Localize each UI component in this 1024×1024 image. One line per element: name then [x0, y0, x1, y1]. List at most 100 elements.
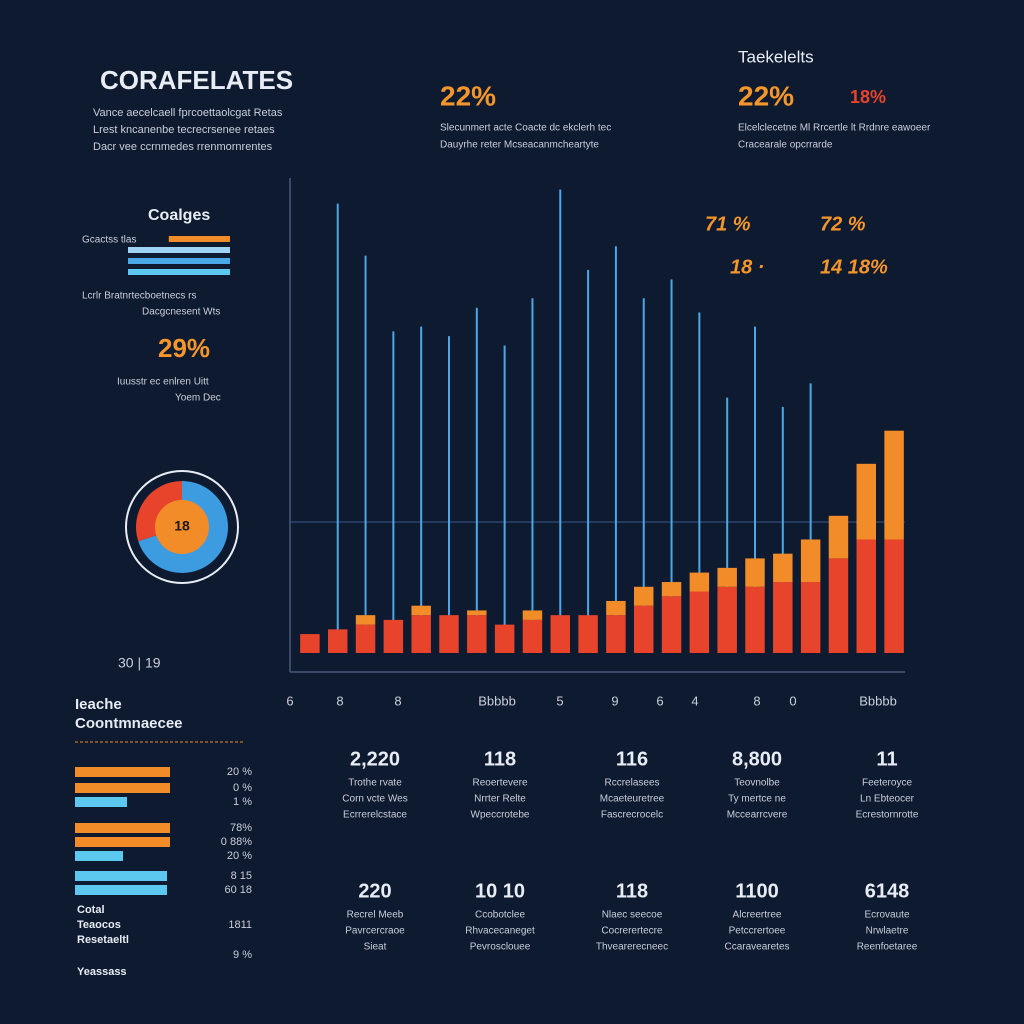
grid-text: Ccaravearetes [724, 942, 789, 953]
donut-label: 18 [174, 518, 190, 534]
panel-bar [75, 837, 170, 847]
stat-text: Cracearale opcrrarde [738, 140, 833, 151]
stat-title: Taekelelts [738, 47, 814, 66]
bar-label: Gcactss tlas [82, 235, 136, 246]
bar-segment [745, 586, 765, 653]
bar-value-label: 0 % [233, 782, 252, 794]
grid-value: 8,800 [732, 748, 782, 770]
grid-text: Teovnolbe [734, 778, 780, 789]
grid-text: Reoertevere [472, 778, 527, 789]
grid-value: 2,220 [350, 748, 400, 770]
grid-text: Rhvacecaneget [465, 926, 535, 937]
grid-text: Pevrosclouee [470, 942, 531, 953]
panel-bar [75, 871, 167, 881]
grid-text: Fascrecrocelc [601, 810, 663, 821]
stat-text: Dauyrhe reter Mcseacanmcheartyte [440, 140, 599, 151]
x-label: 0 [789, 693, 796, 708]
bar-segment [884, 539, 904, 653]
bar-segment [856, 539, 877, 653]
panel-bar [75, 783, 170, 793]
grid-text: Wpeccrotebe [471, 810, 530, 821]
bar-segment [522, 610, 543, 620]
panel-text: Yoem Dec [175, 393, 221, 404]
grid-value: 11 [876, 748, 897, 770]
bar-segment [661, 582, 682, 597]
footer-text: Cotal [77, 904, 105, 916]
annotation: 72 % [820, 213, 866, 235]
grid-text: Nrwlaetre [866, 926, 909, 937]
footer-label: 1811 [228, 919, 252, 931]
grid-text: Rccrelasees [604, 778, 659, 789]
stat-value: 18% [850, 87, 886, 107]
grid-text: Mccearrcvere [727, 810, 788, 821]
panel-bar [128, 258, 230, 264]
grid-text: Pavrcercraoe [345, 926, 405, 937]
bar-segment [411, 615, 431, 653]
bar-segment [606, 600, 626, 616]
bar-segment [300, 634, 320, 653]
bar-segment [578, 615, 598, 653]
grid-value: 6148 [865, 880, 910, 902]
bar-segment [522, 619, 543, 653]
grid-text: Ecrovaute [864, 910, 909, 921]
bar-segment [717, 567, 737, 587]
bar-segment [411, 605, 431, 616]
grid-text: Ty mertce ne [728, 794, 786, 805]
bar-segment [494, 624, 515, 653]
bar-value-label: 1 % [233, 796, 252, 808]
bar-value-label: 8 15 [231, 870, 252, 882]
corner-label: 30 | 19 [118, 655, 161, 671]
grid-text: Recrel Meeb [347, 910, 404, 921]
grid-value: 118 [616, 880, 648, 902]
x-label: 6 [286, 693, 293, 708]
title: CORAFELATES [100, 65, 293, 95]
grid-value: 10 10 [475, 880, 525, 902]
grid-text: Nrrter Relte [474, 794, 526, 805]
grid-value: 1100 [735, 880, 778, 902]
bar-segment [800, 539, 821, 583]
bar-segment [355, 615, 376, 625]
bar-segment [633, 586, 654, 606]
grid-text: Cocrerertecre [601, 926, 663, 937]
footer-text: Resetaeltl [77, 934, 129, 946]
panel-bar [75, 797, 127, 807]
panel-bar [75, 885, 167, 895]
panel-text: Dacgcnesent Wts [142, 307, 220, 318]
grid-text: Ecrestornrotte [856, 810, 919, 821]
grid-text: Trothe rvate [348, 778, 402, 789]
grid-value: 118 [484, 748, 516, 770]
panel-bar [128, 269, 230, 275]
grid-text: Ccobotclee [475, 910, 525, 921]
bar-segment [773, 582, 793, 653]
bar-segment [467, 615, 487, 653]
stat-text: Slecunmert acte Coacte dc ekclerh tec [440, 123, 611, 134]
panel-bar [75, 767, 170, 777]
bar-segment [856, 463, 877, 540]
bar-segment [773, 553, 793, 583]
bar-segment [884, 430, 904, 540]
panel-bar [75, 851, 123, 861]
bar-segment [383, 619, 404, 653]
description: Lrest kncanenbe tecrecrsenee retaes [93, 124, 275, 136]
panel-title: Coalges [148, 207, 210, 224]
stat-text: Elcelclecetne Ml Rrcertle lt Rrdnre eawo… [738, 123, 931, 134]
bar-segment [467, 610, 487, 616]
bar-segment [355, 624, 376, 653]
x-label: 8 [753, 693, 760, 708]
bar-segment [828, 515, 849, 559]
x-label: 4 [691, 693, 698, 708]
grid-text: Sieat [364, 942, 387, 953]
x-label: 8 [336, 693, 343, 708]
panel-bar [168, 236, 230, 242]
grid-text: Ecrrerelcstace [343, 810, 407, 821]
x-label: Bbbbb [478, 693, 516, 708]
grid-value: 116 [616, 748, 648, 770]
grid-text: Feeteroyce [862, 778, 912, 789]
bar-segment [717, 586, 737, 653]
grid-text: Alcreertree [733, 910, 782, 921]
description: Vance aecelcaell fprcoettaolcgat Retas [93, 107, 283, 119]
bar-segment [800, 582, 821, 653]
grid-text: Ln Ebteocer [860, 794, 915, 805]
grid-text: Corn vcte Wes [342, 794, 407, 805]
